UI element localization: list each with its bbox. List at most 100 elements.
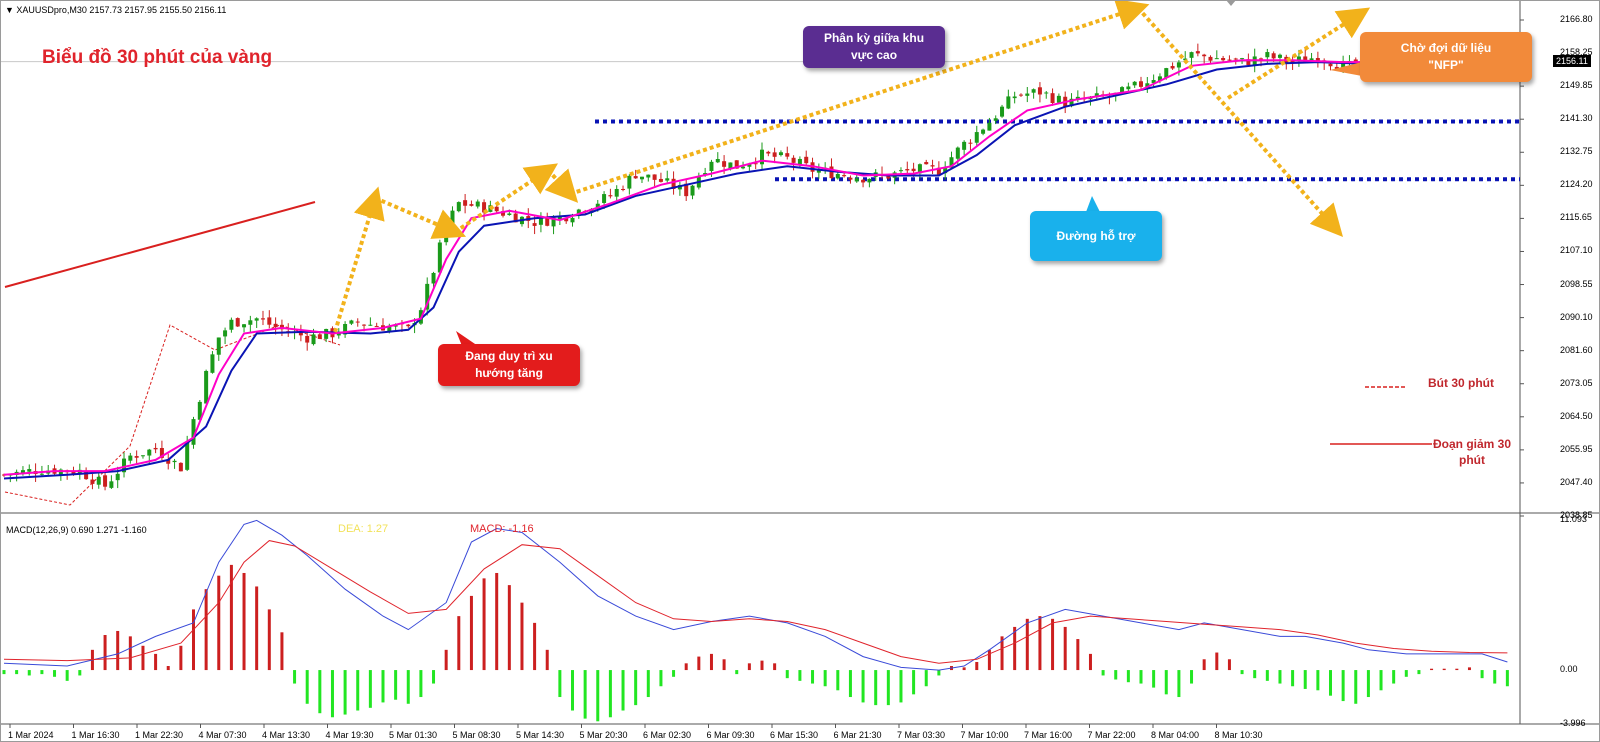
candle-body: [576, 209, 581, 216]
candle-body: [1044, 92, 1049, 94]
macd-histogram-bar: [255, 586, 259, 671]
candle-body: [930, 165, 935, 167]
candle-body: [1120, 87, 1125, 95]
candle-body: [317, 334, 322, 339]
candle-body: [393, 325, 398, 327]
candle-body: [949, 157, 954, 168]
price-tick-label: 2081.60: [1560, 344, 1593, 355]
candle-body: [797, 158, 802, 166]
candle-body: [437, 242, 442, 273]
macd-histogram-bar: [684, 663, 688, 671]
macd-histogram-bar: [204, 589, 208, 671]
candle-body: [115, 473, 120, 481]
divergence-callout: Phân kỳ giữa khu vực cao: [803, 26, 945, 68]
uptrend-callout: Đang duy trì xu hướng tăng: [438, 344, 580, 386]
candle-body: [955, 147, 960, 159]
macd-histogram-bar: [520, 602, 524, 671]
candle-body: [349, 320, 354, 324]
pen-stroke-path: [4, 324, 341, 506]
price-tick-label: 2090.10: [1560, 311, 1593, 322]
time-tick-label: 1 Mar 16:30: [71, 730, 120, 740]
time-tick-label: 5 Mar 20:30: [579, 730, 628, 740]
macd-histogram-bar: [1240, 670, 1244, 675]
price-tick-label: 2149.85: [1560, 80, 1593, 91]
candle-body: [551, 217, 556, 227]
time-tick-label: 4 Mar 19:30: [325, 730, 374, 740]
candle-body: [450, 210, 455, 224]
macd-histogram-bar: [1013, 626, 1017, 671]
dotted-arrow: [544, 168, 579, 203]
macd-histogram-bar: [217, 575, 221, 671]
macd-histogram-bar: [747, 663, 751, 671]
macd-histogram-bar: [267, 609, 271, 671]
candle-body: [406, 324, 411, 327]
candle-body: [204, 370, 209, 404]
candle-body: [1341, 61, 1346, 72]
candle-body: [835, 173, 840, 179]
macd-tick-label: -3.996: [1560, 717, 1586, 728]
price-tick-label: 2132.75: [1560, 146, 1593, 157]
candle-body: [608, 195, 613, 197]
time-tick-label: 4 Mar 13:30: [262, 730, 311, 740]
macd-params: MACD(12,26,9) 0.690 1.271 -1.160: [6, 525, 147, 535]
macd-histogram-bar: [128, 636, 132, 671]
support-callout: Đường hỗ trợ: [1030, 211, 1162, 261]
nfp-callout-pointer: [1330, 62, 1362, 76]
candle-body: [1189, 52, 1194, 58]
candle-body: [564, 218, 569, 222]
candle-body: [1277, 54, 1282, 58]
candle-body: [589, 208, 594, 213]
candle-body: [311, 334, 316, 345]
macd-histogram-bar: [394, 670, 398, 700]
candle-body: [1227, 59, 1232, 61]
macd-histogram-bar: [1253, 670, 1257, 679]
macd-histogram-bar: [469, 595, 473, 671]
candle-body: [109, 481, 114, 488]
candle-body: [223, 330, 228, 337]
candle-body: [1240, 58, 1245, 60]
macd-histogram-bar: [1139, 670, 1143, 684]
time-tick-label: 6 Mar 02:30: [643, 730, 692, 740]
macd-histogram-bar: [495, 572, 499, 671]
candle-body: [639, 176, 644, 180]
macd-histogram-bar: [1341, 670, 1345, 702]
macd-histogram-bar: [1063, 626, 1067, 671]
candle-body: [147, 449, 152, 456]
candle-body: [734, 160, 739, 169]
candle-body: [829, 166, 834, 179]
candle-body: [501, 211, 506, 216]
macd-histogram-bar: [179, 645, 183, 671]
candle-body: [1132, 81, 1137, 86]
candle-body: [185, 442, 190, 470]
macd-histogram-bar: [1493, 670, 1497, 684]
dotted-arrow: [333, 186, 385, 333]
macd-histogram-bar: [15, 670, 19, 675]
candle-body: [374, 325, 379, 327]
macd-histogram-bar: [912, 670, 916, 695]
candle-body: [1202, 54, 1207, 57]
candle-body: [1069, 98, 1074, 107]
macd-histogram-bar: [697, 656, 701, 671]
macd-histogram-bar: [1505, 670, 1509, 687]
legend-solid-label: Đoạn giảm 30 phút: [1432, 437, 1512, 467]
price-tick-label: 2141.30: [1560, 113, 1593, 124]
candle-body: [1271, 53, 1276, 59]
candle-body: [267, 317, 272, 325]
candle-body: [343, 324, 348, 335]
macd-histogram-bar: [1366, 670, 1370, 698]
candle-body: [305, 335, 310, 343]
time-tick-label: 8 Mar 04:00: [1151, 730, 1200, 740]
macd-histogram-bar: [2, 670, 6, 675]
macd-histogram-bar: [1291, 670, 1295, 687]
macd-histogram-bar: [1190, 670, 1194, 684]
candle-body: [545, 217, 550, 226]
candle-body: [166, 459, 171, 464]
candle-body: [924, 162, 929, 165]
macd-histogram-bar: [848, 670, 852, 698]
candle-body: [854, 178, 859, 182]
macd-histogram-bar: [937, 670, 941, 676]
candle-body: [122, 458, 127, 473]
time-tick-label: 6 Mar 15:30: [770, 730, 819, 740]
candle-body: [1094, 93, 1099, 98]
candle-body: [77, 469, 82, 475]
